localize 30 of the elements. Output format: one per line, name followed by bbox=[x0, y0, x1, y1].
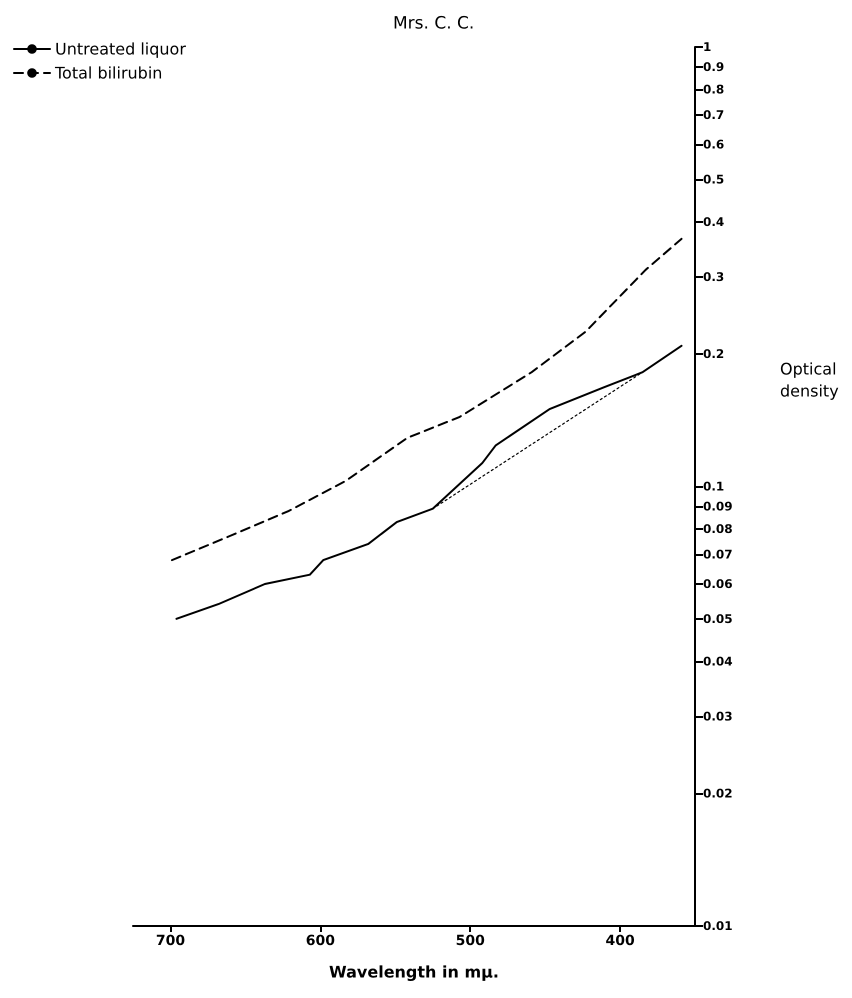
y-tick-label: 0.9 bbox=[703, 60, 724, 74]
y-tick-label: 0.5 bbox=[703, 172, 724, 186]
y-tick-label: 1 bbox=[703, 40, 712, 54]
y-tick-label: 0.04 bbox=[703, 654, 733, 668]
legend-label: Untreated liquor bbox=[55, 40, 186, 58]
y-tick-label: 0.09 bbox=[703, 500, 733, 514]
y-tick-label: 0.05 bbox=[703, 612, 733, 626]
y-tick-label: 0.7 bbox=[703, 108, 724, 122]
legend-label: Total bilirubin bbox=[54, 64, 162, 82]
y-tick-label: 0.08 bbox=[703, 522, 733, 536]
y-axis-title: Optical density bbox=[780, 360, 842, 400]
y-tick-label: 0.07 bbox=[703, 548, 733, 562]
chart-title: Mrs. C. C. bbox=[393, 14, 474, 34]
y-tick-label: 0.6 bbox=[703, 138, 724, 152]
line-series bbox=[170, 238, 683, 562]
y-tick-label: 0.03 bbox=[703, 709, 733, 724]
y-tick-label: 0.2 bbox=[703, 347, 724, 362]
x-tick-label: 700 bbox=[156, 933, 186, 949]
y-tick-label: 0.01 bbox=[703, 919, 733, 933]
x-axis-title: Wavelength in mμ. bbox=[329, 962, 499, 982]
y-tick-label: 0.8 bbox=[703, 82, 724, 97]
x-tick-label: 500 bbox=[456, 933, 486, 949]
y-tick-label: 0.4 bbox=[703, 214, 724, 229]
x-tick-label: 600 bbox=[306, 933, 336, 949]
y-tick-label: 0.3 bbox=[703, 270, 724, 284]
y-tick-label: 0.02 bbox=[703, 786, 733, 801]
line-series bbox=[175, 344, 683, 620]
x-tick-label: 400 bbox=[605, 933, 635, 949]
y-tick-label: 0.06 bbox=[703, 577, 733, 592]
y-tick-label: 0.1 bbox=[703, 480, 724, 494]
